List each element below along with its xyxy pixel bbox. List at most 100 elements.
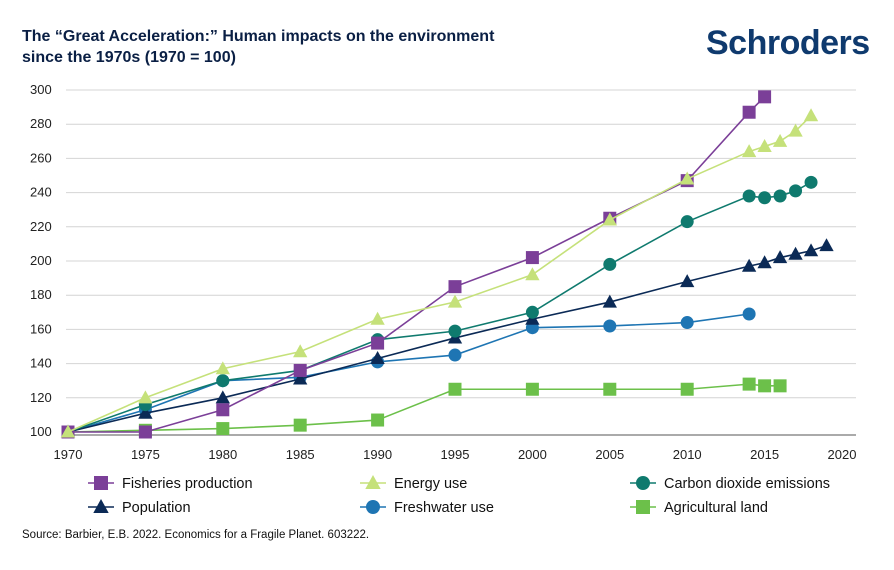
- series-line: [67, 115, 812, 433]
- data-point: [772, 133, 788, 147]
- legend-label: Agricultural land: [664, 500, 768, 516]
- legend-label: Energy use: [394, 476, 467, 492]
- source-note: Source: Barbier, E.B. 2022. Economics fo…: [22, 529, 370, 541]
- data-point: [804, 175, 818, 189]
- series-line: [68, 96, 766, 433]
- x-tick-label: 2000: [518, 447, 547, 462]
- data-point: [741, 258, 757, 272]
- data-point: [525, 267, 540, 281]
- data-point: [680, 274, 695, 288]
- data-point: [216, 403, 230, 417]
- data-point: [448, 324, 462, 338]
- data-point: [742, 189, 756, 203]
- data-point: [789, 184, 803, 198]
- data-point: [447, 294, 463, 308]
- x-tick-label: 2005: [595, 447, 624, 462]
- data-point: [293, 418, 307, 432]
- legend-marker: [636, 500, 650, 514]
- data-point: [448, 348, 462, 362]
- data-point: [773, 379, 787, 393]
- data-point: [757, 139, 772, 152]
- data-point: [293, 363, 307, 377]
- data-point: [215, 361, 230, 375]
- y-tick-label: 200: [30, 253, 52, 268]
- y-tick-label: 180: [30, 287, 52, 302]
- legend: Fisheries production Energy use Carbon dio…: [88, 475, 830, 516]
- data-point: [680, 316, 694, 330]
- data-point: [680, 215, 694, 229]
- data-point: [371, 336, 385, 350]
- legend-label: Fisheries production: [122, 476, 253, 492]
- legend-label: Population: [122, 500, 191, 516]
- x-tick-label: 2020: [828, 447, 857, 462]
- x-tick-label: 1980: [208, 447, 237, 462]
- legend-item-fisheries-production: Fisheries production: [88, 476, 253, 492]
- data-point: [525, 305, 539, 319]
- data-point: [448, 280, 462, 294]
- data-point: [138, 425, 152, 439]
- legend-marker: [94, 476, 108, 490]
- legend-label: Carbon dioxide emissions: [664, 476, 830, 492]
- data-point: [758, 379, 772, 393]
- data-point: [370, 311, 385, 325]
- data-point: [742, 105, 756, 119]
- series-freshwater-use: [61, 307, 756, 439]
- data-point: [60, 424, 76, 438]
- series-population: [60, 238, 834, 438]
- chart-title: The “Great Acceleration:” Human impacts …: [22, 26, 494, 68]
- legend-item-agricultural-land: Agricultural land: [630, 500, 768, 516]
- y-tick-label: 120: [30, 390, 52, 405]
- data-point: [602, 212, 617, 226]
- schroders-logo: Schroders: [706, 24, 870, 62]
- x-tick-label: 1990: [363, 447, 392, 462]
- data-point: [216, 422, 230, 436]
- legend-marker: [93, 499, 109, 513]
- series-energy-use: [60, 108, 819, 438]
- y-tick-label: 300: [30, 82, 52, 97]
- legend-marker: [366, 500, 380, 514]
- data-point: [448, 382, 462, 396]
- data-point: [525, 382, 539, 396]
- x-tick-label: 1975: [131, 447, 160, 462]
- series-line: [67, 313, 750, 433]
- legend-label: Freshwater use: [394, 500, 494, 516]
- data-point: [803, 108, 819, 122]
- data-point: [742, 377, 756, 391]
- data-point: [773, 189, 787, 203]
- x-tick-label: 1985: [286, 447, 315, 462]
- data-point: [757, 255, 772, 269]
- data-point: [293, 344, 308, 358]
- data-point: [772, 250, 788, 264]
- y-tick-label: 220: [30, 219, 52, 234]
- data-point: [370, 351, 385, 365]
- legend-marker: [365, 475, 381, 489]
- y-tick-label: 240: [30, 185, 52, 200]
- y-tick-label: 100: [30, 424, 52, 439]
- data-point: [138, 405, 153, 419]
- data-point: [371, 413, 385, 427]
- data-point: [138, 390, 153, 404]
- data-point: [603, 382, 617, 396]
- y-tick-label: 160: [30, 321, 52, 336]
- y-tick-label: 140: [30, 356, 52, 371]
- data-point: [293, 371, 308, 385]
- data-point: [602, 294, 617, 308]
- data-point: [603, 319, 617, 333]
- data-point: [758, 90, 772, 104]
- series-fisheries-production: [61, 90, 772, 439]
- legend-item-energy-use: Energy use: [360, 475, 467, 492]
- chart-title-line-1: The “Great Acceleration:” Human impacts …: [22, 28, 495, 45]
- legend-marker: [636, 476, 650, 490]
- chart-title-line-2: since the 1970s (1970 = 100): [22, 49, 236, 66]
- data-point: [741, 144, 757, 158]
- x-tick-label: 1995: [441, 447, 470, 462]
- data-point: [803, 243, 819, 257]
- legend-item-carbon-dioxide-emissions: Carbon dioxide emissions: [630, 476, 830, 492]
- y-tick-label: 280: [30, 116, 52, 131]
- data-point: [788, 246, 803, 260]
- data-point: [819, 238, 834, 252]
- x-tick-label: 2015: [750, 447, 779, 462]
- legend-item-freshwater-use: Freshwater use: [360, 500, 494, 516]
- data-point: [603, 257, 617, 271]
